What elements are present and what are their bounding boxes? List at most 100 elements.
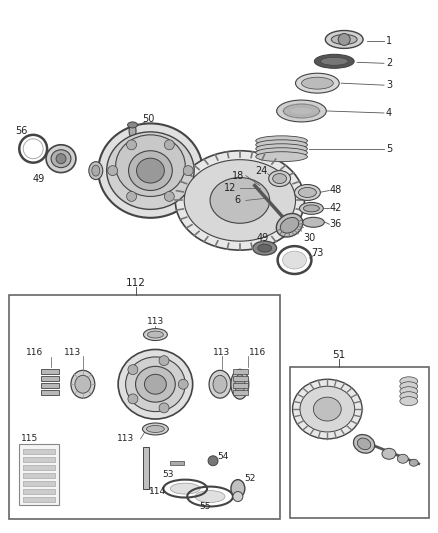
Text: 53: 53 <box>162 470 174 479</box>
Circle shape <box>338 34 350 45</box>
Circle shape <box>128 365 138 375</box>
Ellipse shape <box>98 124 203 218</box>
Circle shape <box>159 403 169 413</box>
Ellipse shape <box>382 448 396 459</box>
Bar <box>233 376 248 381</box>
Ellipse shape <box>253 241 277 255</box>
Text: 52: 52 <box>244 474 255 483</box>
Ellipse shape <box>135 366 175 402</box>
Ellipse shape <box>277 100 326 122</box>
Ellipse shape <box>325 30 363 49</box>
Ellipse shape <box>320 58 348 65</box>
Ellipse shape <box>51 150 71 168</box>
Bar <box>290 367 429 519</box>
Text: 3: 3 <box>386 80 392 90</box>
Circle shape <box>208 456 218 466</box>
Ellipse shape <box>170 483 200 494</box>
Circle shape <box>128 394 138 404</box>
Ellipse shape <box>397 454 408 463</box>
Ellipse shape <box>296 73 339 93</box>
Bar <box>23 465 55 470</box>
Ellipse shape <box>92 165 100 176</box>
Bar <box>23 457 55 462</box>
Ellipse shape <box>175 151 304 250</box>
Ellipse shape <box>75 375 91 393</box>
Ellipse shape <box>258 244 272 252</box>
Text: 116: 116 <box>25 348 43 357</box>
Ellipse shape <box>184 160 296 241</box>
Text: 5: 5 <box>386 144 392 154</box>
Text: 50: 50 <box>142 114 155 124</box>
Ellipse shape <box>118 350 193 419</box>
Ellipse shape <box>256 148 307 158</box>
Text: 113: 113 <box>147 317 164 326</box>
Ellipse shape <box>400 387 418 395</box>
Ellipse shape <box>314 397 341 421</box>
Ellipse shape <box>400 392 418 401</box>
Circle shape <box>127 140 137 150</box>
Text: 6: 6 <box>235 196 241 205</box>
Ellipse shape <box>231 369 249 399</box>
Text: 1: 1 <box>386 36 392 46</box>
Ellipse shape <box>304 205 319 212</box>
Bar <box>9 295 279 519</box>
Ellipse shape <box>283 251 307 269</box>
Bar <box>233 369 248 374</box>
Text: 54: 54 <box>217 453 229 461</box>
Text: 30: 30 <box>303 233 315 243</box>
Ellipse shape <box>300 203 323 214</box>
Text: 73: 73 <box>311 248 324 258</box>
Bar <box>23 449 55 454</box>
Ellipse shape <box>209 370 231 398</box>
Text: 4: 4 <box>386 108 392 118</box>
Bar <box>19 444 59 505</box>
Ellipse shape <box>142 423 168 435</box>
Ellipse shape <box>268 171 290 187</box>
Ellipse shape <box>89 161 103 180</box>
Text: 114: 114 <box>149 487 166 496</box>
Ellipse shape <box>314 54 354 68</box>
Circle shape <box>164 140 174 150</box>
Ellipse shape <box>276 214 303 237</box>
Text: 113: 113 <box>64 348 81 357</box>
Text: 49: 49 <box>33 174 45 183</box>
Ellipse shape <box>235 374 245 394</box>
Ellipse shape <box>56 154 66 164</box>
Ellipse shape <box>280 217 299 233</box>
Ellipse shape <box>294 184 320 200</box>
Circle shape <box>108 166 118 175</box>
Bar <box>23 481 55 486</box>
Ellipse shape <box>145 374 166 394</box>
Ellipse shape <box>256 152 307 161</box>
Ellipse shape <box>331 35 357 44</box>
Ellipse shape <box>210 177 270 223</box>
Ellipse shape <box>213 375 227 393</box>
Ellipse shape <box>144 329 167 341</box>
Text: 115: 115 <box>21 434 38 443</box>
Text: 56: 56 <box>15 126 28 136</box>
Ellipse shape <box>301 77 333 89</box>
Text: 51: 51 <box>332 350 346 360</box>
Ellipse shape <box>46 145 76 173</box>
Ellipse shape <box>137 158 164 183</box>
Ellipse shape <box>148 331 163 338</box>
Bar <box>23 489 55 494</box>
Ellipse shape <box>126 357 185 411</box>
Ellipse shape <box>298 188 316 197</box>
Text: 42: 42 <box>329 204 342 213</box>
Ellipse shape <box>116 135 185 197</box>
Ellipse shape <box>231 480 245 497</box>
Ellipse shape <box>129 124 136 138</box>
Ellipse shape <box>127 122 138 128</box>
Ellipse shape <box>400 377 418 386</box>
Text: 36: 36 <box>329 219 341 229</box>
Text: 49: 49 <box>257 233 269 243</box>
Bar <box>144 447 149 489</box>
Text: 24: 24 <box>255 166 268 175</box>
Ellipse shape <box>256 136 307 146</box>
Ellipse shape <box>233 491 243 502</box>
Circle shape <box>183 166 193 175</box>
Ellipse shape <box>353 434 374 453</box>
Ellipse shape <box>400 397 418 406</box>
Bar <box>41 383 59 388</box>
